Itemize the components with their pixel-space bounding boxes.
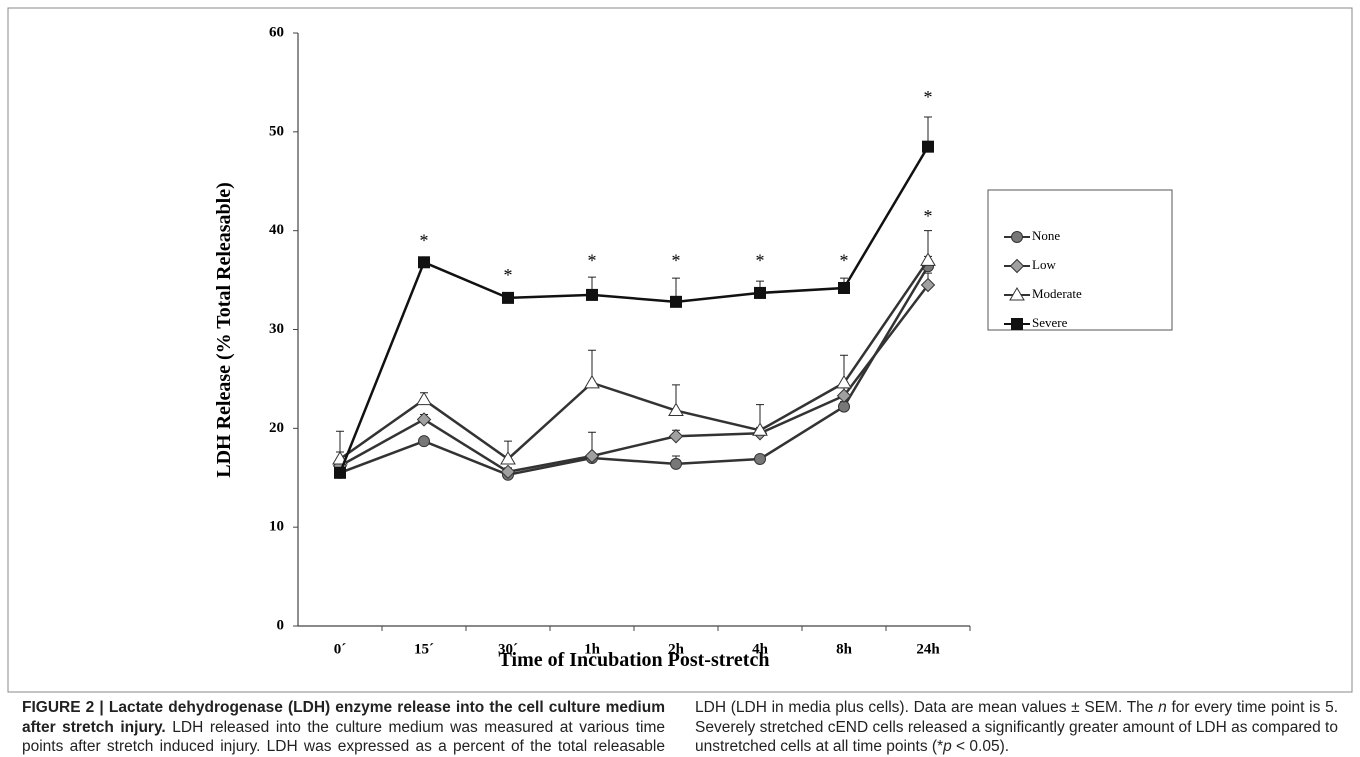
point (670, 295, 682, 308)
x-tick-label: 2h (668, 641, 685, 657)
y-tick-label: 20 (269, 420, 284, 436)
caption-segment: p (943, 738, 952, 755)
x-tick-label: 15´ (414, 641, 434, 657)
point (416, 412, 432, 427)
significance-mark: * (588, 250, 597, 270)
caption-segment: for every time point is 5. Severely stre… (695, 699, 1339, 755)
point (754, 452, 766, 465)
figure-border (7, 7, 1353, 693)
series (334, 116, 934, 479)
point (418, 435, 430, 448)
x-tick-label: 1h (584, 641, 601, 657)
y-tick-label: 40 (269, 222, 284, 238)
series-line (338, 146, 930, 474)
point (334, 466, 346, 479)
significance-mark: * (420, 231, 429, 251)
legend-label: None (1032, 228, 1060, 243)
point (584, 374, 600, 389)
point (754, 286, 766, 299)
point (584, 448, 600, 464)
x-tick-label: 24h (916, 641, 940, 657)
series-line (339, 284, 929, 474)
significance-mark: * (756, 250, 765, 270)
point (668, 429, 684, 444)
y-tick-label: 10 (269, 519, 284, 535)
legend-label: Low (1032, 257, 1056, 272)
caption-segment: < 0.05). (951, 738, 1010, 755)
series (332, 230, 936, 465)
x-tick-label: 30´ (498, 641, 518, 657)
caption-segment: n (1158, 699, 1167, 716)
point (416, 391, 432, 406)
series-line (339, 265, 930, 477)
caption-segment: FIGURE 2 | Lactate dehydrogenase (LDH) e… (22, 699, 665, 736)
x-tick-label: 0´ (334, 641, 347, 657)
series-line (339, 259, 930, 461)
point (752, 422, 768, 436)
significance-mark: * (840, 250, 849, 270)
point (920, 252, 936, 266)
significance-mark: * (924, 206, 933, 226)
x-tick-label: 4h (752, 641, 769, 657)
point (922, 140, 934, 153)
point (836, 388, 852, 403)
y-axis-label: LDH Release (% Total Releasable) (213, 182, 235, 478)
x-axis-label: Time of Incubation Post-stretch (499, 649, 770, 671)
point (502, 291, 514, 304)
significance-mark: * (672, 250, 681, 270)
legend-marker (1009, 258, 1025, 274)
y-tick-label: 0 (277, 617, 285, 633)
point (670, 457, 682, 470)
y-tick-label: 60 (269, 24, 284, 40)
point (920, 277, 936, 293)
point (500, 450, 516, 465)
legend-label: Moderate (1032, 286, 1082, 301)
point (500, 464, 516, 480)
legend-label: Severe (1032, 315, 1068, 330)
x-tick-label: 8h (836, 641, 853, 657)
point (838, 281, 850, 294)
point (586, 288, 598, 301)
legend-marker (1009, 287, 1025, 301)
legend-box (987, 189, 1173, 331)
caption: FIGURE 2 | Lactate dehydrogenase (LDH) e… (22, 698, 1338, 757)
significance-mark: * (924, 87, 933, 107)
point (836, 374, 852, 389)
legend-marker (1011, 318, 1023, 330)
legend-marker (1011, 231, 1023, 243)
caption-segment: LDH released into the culture medium was… (22, 699, 1159, 755)
point (668, 402, 684, 417)
y-tick-label: 30 (269, 321, 284, 337)
y-tick-label: 50 (269, 123, 284, 139)
significance-mark: * (504, 265, 513, 285)
point (418, 256, 430, 269)
